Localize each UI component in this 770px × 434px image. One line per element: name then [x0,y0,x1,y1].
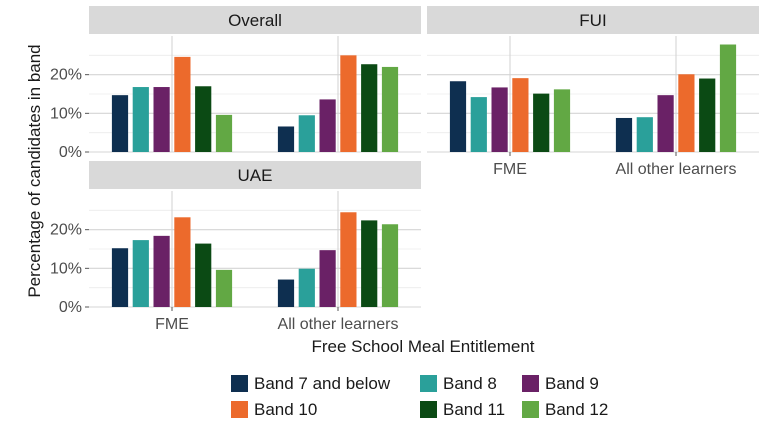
bar [277,279,295,307]
bar [132,87,149,152]
legend-swatch [522,375,539,392]
facet-panel-1: FUI FME All other learners [427,6,759,178]
bar [298,115,315,152]
legend-swatch [231,401,248,418]
legend-label: Band 11 [443,400,505,419]
bar [111,95,129,152]
x-tick-label: All other learners [278,316,399,333]
y-axis-title: Percentage of candidates in band [25,44,44,297]
bar [361,220,378,307]
bar [195,243,212,307]
bar [174,217,191,307]
bar [657,95,674,152]
legend-label: Band 12 [545,400,608,419]
bar [153,87,170,152]
y-tick-label: 0% [59,144,82,161]
y-tick-label: 20% [50,67,82,84]
bar [174,56,191,152]
x-axis-title: Free School Meal Entitlement [312,337,535,356]
bar [449,81,467,152]
bar [215,269,233,307]
bar [636,117,653,152]
legend-item: Band 11 [420,400,505,419]
facet-strip [89,6,421,34]
bar [470,97,487,152]
legend-swatch [522,401,539,418]
bar [719,44,737,152]
legend-label: Band 7 and below [254,374,391,393]
bar [215,114,233,152]
legend-label: Band 10 [254,400,317,419]
bar [491,87,508,152]
bar [678,74,695,152]
bar [132,240,149,307]
facet-panel-2: UAE 0% 10% 20% FME All other learners [50,161,421,333]
bar [298,268,315,307]
legend-item: Band 10 [231,400,317,419]
bar [512,78,529,152]
bar [361,64,378,152]
x-tick-label: FME [493,161,527,178]
y-tick-label: 0% [59,299,82,316]
bar [195,86,212,152]
facet-panel-0: Overall 0% 10% 20% [50,6,421,161]
x-tick-label: All other learners [616,161,737,178]
y-tick-label: 10% [50,105,82,122]
bar [533,93,550,152]
legend-item: Band 9 [522,374,599,393]
bar [699,78,716,152]
x-tick-label: FME [155,316,189,333]
facet-title: Overall [228,11,282,30]
legend-swatch [420,401,437,418]
legend-swatch [231,375,248,392]
facet-title: FUI [579,11,606,30]
bar [615,117,633,152]
legend-swatch [420,375,437,392]
bar [111,248,129,307]
facet-title: UAE [238,166,273,185]
facet-strip [89,161,421,189]
legend-label: Band 8 [443,374,497,393]
bar [340,212,357,307]
legend-item: Band 8 [420,374,497,393]
legend-item: Band 12 [522,400,608,419]
y-tick-label: 20% [50,222,82,239]
facet-strip [427,6,759,34]
bar [319,250,336,307]
y-tick-label: 10% [50,260,82,277]
bar [319,99,336,152]
bar [381,224,399,307]
bar [381,66,399,152]
bar [153,235,170,307]
bar [340,55,357,153]
legend: Band 7 and below Band 8 Band 9 Band 10 Band … [231,374,608,419]
legend-label: Band 9 [545,374,599,393]
bar [277,126,295,152]
legend-item: Band 7 and below [231,374,391,393]
bar [553,89,571,152]
